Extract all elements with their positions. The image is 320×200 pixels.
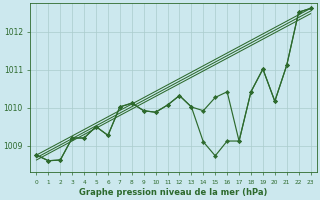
X-axis label: Graphe pression niveau de la mer (hPa): Graphe pression niveau de la mer (hPa) (79, 188, 268, 197)
